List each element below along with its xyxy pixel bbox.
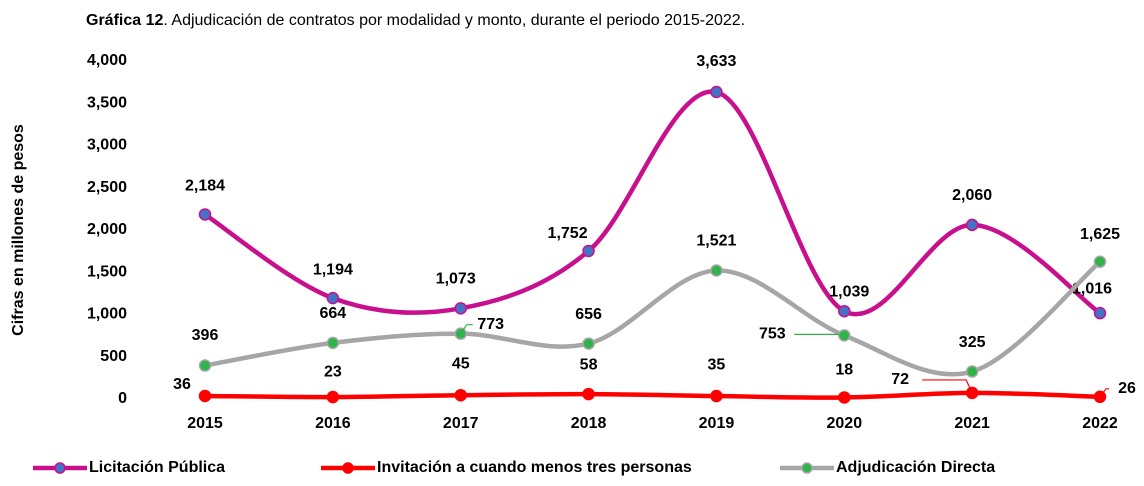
y-tick-label: 1,500 [87,263,127,280]
y-tick-label: 2,500 [87,179,127,196]
data-label: 36 [173,376,191,393]
series-line [203,89,1102,317]
data-label: 1,752 [548,225,588,242]
x-tick-label: 2021 [954,415,990,432]
data-label: 656 [575,306,602,323]
y-tick-label: 500 [100,348,127,365]
data-point [710,264,723,277]
x-tick-label: 2020 [827,415,863,432]
data-label: 396 [192,327,219,344]
data-label: 1,194 [313,261,353,278]
data-label: 58 [580,356,598,373]
data-point [710,389,723,403]
title-bold: Gráfica 12 [86,12,163,29]
data-point [1093,255,1107,268]
data-point [582,337,595,350]
data-point [198,389,212,403]
y-tick-label: 3,000 [87,137,127,154]
leader-line [922,379,973,394]
data-point [582,387,595,401]
data-point [710,85,723,99]
y-tick-label: 4,000 [87,52,127,69]
legend-marker [54,462,66,474]
x-tick-label: 2022 [1082,415,1118,432]
data-point [326,291,340,305]
series-line [204,390,1101,400]
data-point [965,218,979,232]
data-label: 72 [891,371,909,388]
data-label: 18 [835,362,853,379]
data-label: 45 [452,355,470,372]
legend-label: Licitación Pública [89,459,225,476]
x-tick-label: 2015 [187,415,223,432]
y-tick-label: 1,000 [87,306,127,323]
legend-label: Invitación a cuando menos tres personas [377,459,692,476]
data-point [965,365,979,378]
data-point [198,208,212,221]
data-point [582,244,595,258]
data-point [326,336,340,350]
legend-marker [801,462,813,474]
data-label: 2,060 [952,187,992,204]
data-label: 773 [477,316,504,333]
legend-label: Adjudicación Directa [836,459,995,476]
data-label: 325 [959,334,986,351]
title-text: . Adjudicación de contratos por modalida… [163,12,745,29]
data-label: 23 [324,363,342,380]
data-label: 1,073 [436,271,476,288]
data-point [454,302,467,315]
data-point [198,359,212,372]
chart-title: Gráfica 12. Adjudicación de contratos po… [86,12,745,29]
x-tick-label: 2017 [443,415,479,432]
x-tick-label: 2018 [571,415,607,432]
leader-line [794,333,845,336]
legend-marker [342,462,354,474]
data-label: 3,633 [696,53,736,70]
data-label: 664 [320,305,347,322]
y-tick-label: 2,000 [87,221,127,238]
data-point [838,391,851,404]
data-label: 2,184 [185,178,225,195]
y-tick-label: 3,500 [87,94,127,111]
data-label: 753 [759,326,786,343]
data-point [454,388,467,402]
data-label: 1,016 [1072,280,1112,297]
leader-line [460,324,473,335]
data-label: 1,625 [1080,226,1120,243]
data-point [1093,306,1107,320]
x-tick-label: 2016 [315,415,351,432]
data-point [838,304,851,318]
leader-line [1099,388,1110,398]
y-tick-label: 0 [118,390,127,407]
data-label: 1,039 [829,283,869,300]
x-tick-label: 2019 [699,415,735,432]
data-label: 1,521 [696,233,736,250]
y-axis-label: Cifras en millones de pesos [10,124,27,336]
data-label: 35 [708,356,726,373]
data-point [326,390,340,404]
data-label: 26 [1118,380,1136,397]
